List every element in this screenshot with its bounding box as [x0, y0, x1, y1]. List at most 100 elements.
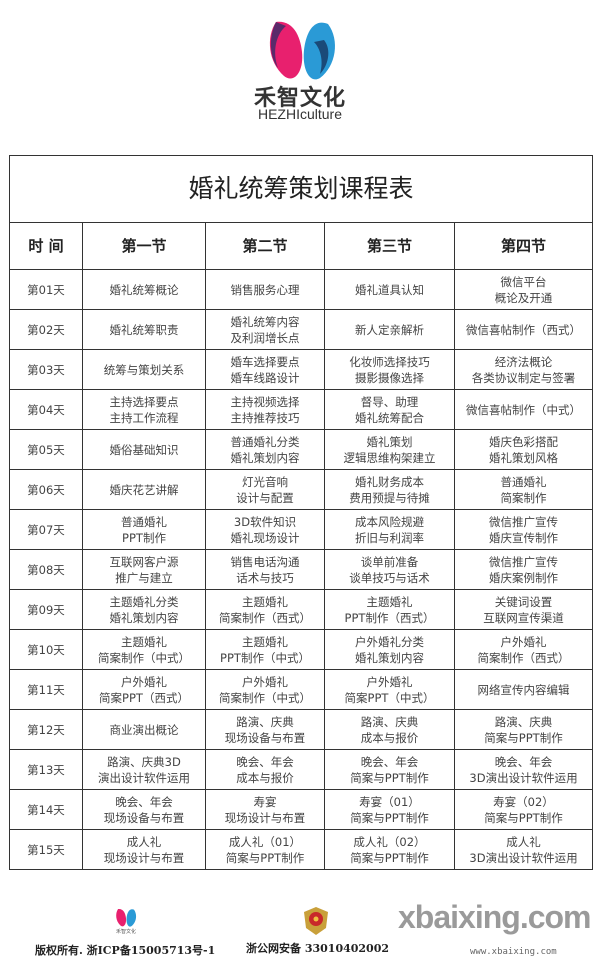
session-line: 商业演出概论 [109, 722, 179, 737]
table-row: 第10天 主题婚礼 简案制作（中式） 主题婚礼 PPT制作（中式） 户外婚礼分类 婚礼策划内… [9, 629, 593, 670]
session-cell: 主持视频选择 主持推荐技巧 [205, 389, 325, 430]
session-line: 网络宣传内容编辑 [477, 682, 570, 697]
day-cell: 第02天 [9, 309, 83, 350]
session-line: 简案制作（中式） [98, 650, 190, 665]
day-cell: 第04天 [9, 389, 83, 430]
session-line: 演出设计软件运用 [98, 770, 190, 785]
session-line: 简案制作（西式） [477, 650, 570, 665]
session-cell: 主题婚礼 简案制作（中式） [82, 629, 206, 670]
session-line: 概论及开通 [494, 290, 553, 305]
session-cell: 化妆师选择技巧 摄影摄像选择 [324, 349, 455, 390]
day-cell: 第09天 [9, 589, 83, 630]
session-line: 婚礼统筹内容 [230, 314, 300, 329]
session-cell: 微信推广宣传 婚庆宣传制作 [454, 509, 593, 550]
session-line: 微信平台 [500, 274, 547, 289]
session-line: 微信喜帖制作（中式） [466, 402, 581, 417]
session-cell: 微信推广宣传 婚庆案例制作 [454, 549, 593, 590]
session-line: 销售服务心理 [230, 282, 300, 297]
session-line: 户外婚礼 [242, 674, 288, 689]
course-schedule-table: 婚礼统筹策划课程表 时 间第一节 第二节 第三节 第四节 第01天 婚礼统筹概论 销售服务… [9, 155, 593, 870]
table-title: 婚礼统筹策划课程表 [9, 155, 593, 223]
session-line: 成人礼 [126, 834, 162, 849]
brand-name-en: HEZHIculture [257, 106, 343, 122]
copyright-text: 版权所有. 浙ICP备15005713号-1 [35, 944, 216, 957]
session-line: 婚礼统筹职责 [109, 322, 179, 337]
session-cell: 主题婚礼 简案制作（西式） [205, 589, 325, 630]
session-cell: 主题婚礼分类 婚礼策划内容 [82, 589, 206, 630]
session-cell: 路演、庆典 成本与报价 [324, 709, 455, 750]
session-cell: 关键词设置 互联网宣传渠道 [454, 589, 593, 630]
session-line: 3D演出设计软件运用 [469, 770, 578, 785]
table-body: 第01天 婚礼统筹概论 销售服务心理 婚礼道具认知 微信平台 概论及开通 第02天 婚礼统筹职… [9, 269, 593, 870]
column-header: 第一节 [82, 222, 206, 270]
session-line: 路演、庆典3D [107, 754, 181, 769]
day-cell: 第13天 [9, 749, 83, 790]
column-header: 第三节 [324, 222, 455, 270]
session-line: 寿宴（01） [359, 794, 420, 809]
session-cell: 网络宣传内容编辑 [454, 669, 593, 710]
session-line: 费用预提与待摊 [349, 490, 430, 505]
session-line: 成本与报价 [236, 770, 294, 785]
session-line: 简案与PPT制作 [484, 730, 563, 745]
session-line: 婚礼策划风格 [489, 450, 558, 465]
session-line: 成本风险规避 [355, 514, 424, 529]
session-line: 简案制作（西式） [219, 610, 311, 625]
table-row: 第05天 婚俗基础知识 普通婚礼分类 婚礼策划内容 婚礼策划 逻辑思维构架建立 婚庆色彩搭配… [9, 429, 593, 470]
session-cell: 晚会、年会 成本与报价 [205, 749, 325, 790]
session-line: 主题婚礼分类 [109, 594, 179, 609]
column-header: 第二节 [205, 222, 325, 270]
session-cell: 路演、庆典 现场设备与布置 [205, 709, 325, 750]
session-line: 晚会、年会 [360, 754, 419, 769]
session-cell: 督导、助理 婚礼统筹配合 [324, 389, 455, 430]
session-cell: 户外婚礼 简案制作（西式） [454, 629, 593, 670]
session-line: 主持视频选择 [230, 394, 300, 409]
session-cell: 普通婚礼分类 婚礼策划内容 [205, 429, 325, 470]
session-line: 晚会、年会 [236, 754, 294, 769]
session-cell: 微信平台 概论及开通 [454, 269, 593, 310]
session-cell: 谈单前准备 谈单技巧与话术 [324, 549, 455, 590]
session-line: 逻辑思维构架建立 [343, 450, 436, 465]
session-line: 户外婚礼 [500, 634, 547, 649]
day-cell: 第03天 [9, 349, 83, 390]
session-line: 关键词设置 [494, 594, 553, 609]
session-line: 现场设计与布置 [103, 850, 185, 865]
table-row: 第13天 路演、庆典3D 演出设计软件运用 晚会、年会 成本与报价 晚会、年会 简案与PPT… [9, 749, 593, 790]
session-line: 简案PPT（西式） [99, 690, 189, 705]
session-cell: 销售电话沟通 话术与技巧 [205, 549, 325, 590]
session-cell: 成人礼（01） 简案与PPT制作 [205, 829, 325, 870]
session-cell: 互联网客户源 推广与建立 [82, 549, 206, 590]
session-cell: 微信喜帖制作（西式） [454, 309, 593, 350]
session-line: 简案与PPT制作 [484, 810, 563, 825]
session-cell: 商业演出概论 [82, 709, 206, 750]
footer-logo [116, 908, 137, 927]
session-line: 寿宴（02） [493, 794, 554, 809]
session-line: 晚会、年会 [115, 794, 173, 809]
session-cell: 婚礼统筹职责 [82, 309, 206, 350]
session-cell: 成人礼（02） 简案与PPT制作 [324, 829, 455, 870]
session-cell: 灯光音响 设计与配置 [205, 469, 325, 510]
session-cell: 路演、庆典3D 演出设计软件运用 [82, 749, 206, 790]
session-line: 婚庆宣传制作 [489, 530, 558, 545]
session-line: 统筹与策划关系 [103, 362, 185, 377]
session-line: 户外婚礼 [366, 674, 413, 689]
session-cell: 寿宴（02） 简案与PPT制作 [454, 789, 593, 830]
session-cell: 主题婚礼 PPT制作（西式） [324, 589, 455, 630]
session-line: 推广与建立 [115, 570, 173, 585]
session-line: 简案制作（中式） [219, 690, 311, 705]
session-line: 普通婚礼分类 [230, 434, 300, 449]
session-line: 简案与PPT制作 [350, 850, 429, 865]
session-line: 婚礼现场设计 [230, 530, 300, 545]
session-line: 婚礼统筹概论 [109, 282, 179, 297]
session-line: 微信推广宣传 [489, 514, 558, 529]
day-cell: 第11天 [9, 669, 83, 710]
session-line: 成人礼（02） [353, 834, 426, 849]
session-cell: 3D软件知识 婚礼现场设计 [205, 509, 325, 550]
brand-name-cn: 禾智文化 [253, 86, 346, 111]
table-row: 第06天 婚庆花艺讲解 灯光音响 设计与配置 婚礼财务成本 费用预提与待摊 普通婚礼 简案制作 [9, 469, 593, 510]
session-line: 婚礼统筹配合 [355, 410, 424, 425]
session-line: 主持推荐技巧 [230, 410, 300, 425]
session-line: 简案制作 [500, 490, 547, 505]
day-cell: 第06天 [9, 469, 83, 510]
session-line: 主题婚礼 [242, 634, 288, 649]
day-cell: 第01天 [9, 269, 83, 310]
